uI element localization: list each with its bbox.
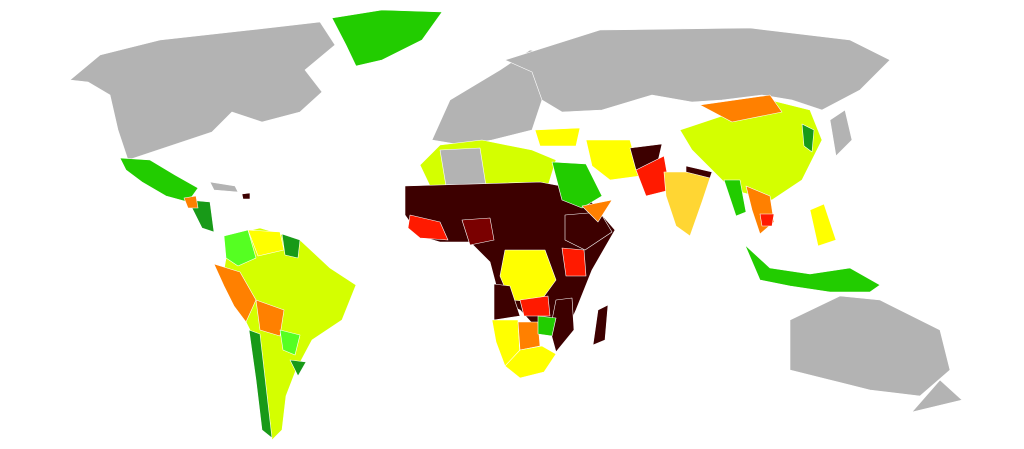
region-uruguay <box>289 359 307 377</box>
region-north-america-north <box>69 21 336 161</box>
region-algeria <box>439 147 487 187</box>
region-guyana <box>281 233 301 259</box>
region-philippines <box>809 203 837 247</box>
region-north-africa <box>419 139 557 187</box>
region-iran <box>585 139 641 181</box>
region-indonesia <box>744 244 881 293</box>
region-guatemala <box>183 195 199 209</box>
region-myanmar <box>723 179 747 217</box>
region-zimbabwe <box>537 315 557 337</box>
region-peru <box>213 263 257 323</box>
region-mexico <box>119 157 199 203</box>
region-mongolia <box>699 94 783 123</box>
region-paraguay <box>279 329 301 356</box>
region-nigeria <box>461 217 495 246</box>
region-haiti <box>241 192 251 200</box>
region-new-zealand <box>911 379 963 413</box>
region-india <box>663 171 713 237</box>
region-botswana <box>517 321 541 351</box>
region-cuba <box>209 181 239 193</box>
region-russia <box>504 27 891 113</box>
region-south-africa <box>504 345 557 379</box>
region-australia <box>789 295 951 397</box>
region-greenland <box>331 9 443 67</box>
region-zambia <box>519 295 551 317</box>
region-turkey <box>534 127 581 147</box>
region-china <box>679 99 823 201</box>
region-bolivia <box>255 299 285 337</box>
region-japan <box>829 109 853 157</box>
region-chile <box>248 329 273 439</box>
region-yemen <box>581 199 613 223</box>
region-nepal <box>685 165 713 179</box>
region-cambodia <box>759 213 775 227</box>
region-colombia <box>223 229 257 267</box>
region-kenya <box>561 247 587 277</box>
region-madagascar <box>592 304 609 346</box>
region-west-africa <box>407 214 449 241</box>
region-korea <box>801 123 815 153</box>
region-saudi-arabia <box>551 161 603 209</box>
region-angola <box>493 283 521 321</box>
